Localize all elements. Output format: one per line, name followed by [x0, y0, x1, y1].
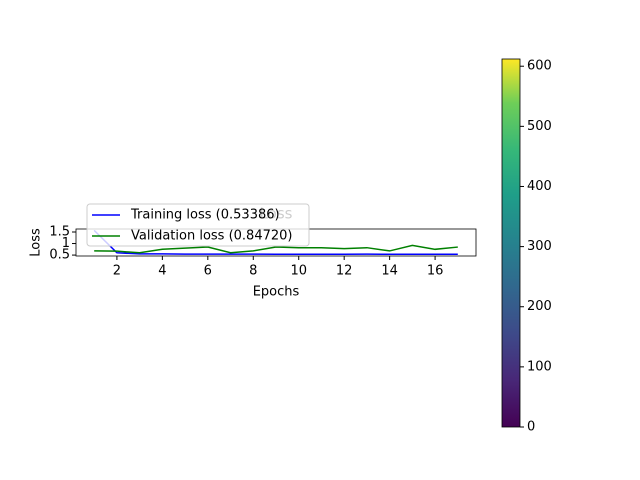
colorbar-tick-label: 200	[527, 299, 552, 314]
y-tick-label: 1.5	[49, 225, 70, 240]
x-tick-label: 16	[427, 264, 444, 279]
colorbar-tick-label: 100	[527, 359, 552, 374]
legend-label: Training loss (0.53386)	[130, 208, 280, 223]
colorbar	[501, 58, 521, 428]
legend-box	[86, 203, 310, 247]
colorbar-tick-label: 300	[527, 239, 552, 254]
y-tick-label: 1	[62, 236, 70, 251]
series-line	[93, 229, 458, 256]
x-tick-label: 10	[290, 264, 307, 279]
legend-label: Validation loss (0.84720)	[131, 229, 292, 244]
legend: Training loss (0.53386) Validation loss (…	[86, 203, 310, 247]
series-line	[94, 244, 458, 254]
x-tick-label: 14	[381, 264, 398, 279]
colorbar-tick-label: 600	[527, 59, 552, 74]
x-tick-label: 6	[204, 264, 212, 279]
x-tick-label: 12	[336, 264, 353, 279]
x-tick-label: 8	[249, 264, 257, 279]
x-tick-label: 2	[113, 264, 121, 279]
y-tick-label: 0.5	[49, 248, 70, 263]
colorbar-tick-label: 500	[527, 119, 552, 134]
x-axis-label: Epochs	[253, 285, 300, 300]
colorbar-tick-label: 400	[527, 179, 552, 194]
colorbar-tick-label: 0	[527, 420, 535, 435]
y-axis-label: Loss	[29, 228, 44, 257]
x-tick-label: 4	[158, 264, 166, 279]
